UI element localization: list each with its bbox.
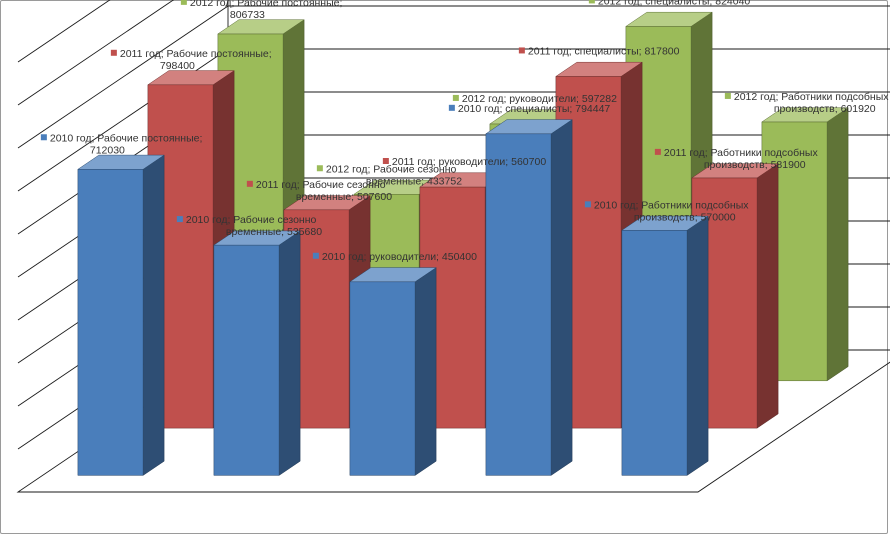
chart-bars <box>77 11 849 476</box>
bar-top-face <box>217 19 305 35</box>
data-label-0-2: 2010 год; руководители; 450400 <box>312 251 477 263</box>
bar-top-face <box>691 163 779 179</box>
bar-0-0 <box>77 154 165 476</box>
bar-top-face <box>485 119 573 135</box>
gridline-side <box>17 0 111 63</box>
legend-key-marker <box>452 94 459 101</box>
bar-top-face <box>621 215 709 231</box>
legend-key-marker <box>654 148 661 155</box>
legend-key-marker <box>312 252 319 259</box>
bar-top-face <box>213 230 301 246</box>
bar-top-face <box>147 70 235 86</box>
data-label-1-2: 2011 год; руководители; 560700 <box>382 156 546 168</box>
legend-key-marker <box>40 134 47 141</box>
bar-top-face <box>283 195 371 211</box>
data-label-text: временные; 535680 <box>226 226 322 238</box>
data-label-2-2: 2012 год; руководители; 597282 <box>452 93 617 105</box>
data-label-text: 2012 год; Рабочие сезонно <box>326 163 457 175</box>
gridline-side <box>17 5 229 149</box>
data-label-text: 2011 год; специалисты; 817800 <box>528 45 680 57</box>
data-label-text: 2010 год; специалисты; 794447 <box>458 103 611 115</box>
bar-0-2 <box>349 267 437 476</box>
bar-side-face <box>756 163 779 429</box>
data-label-2-3: 2012 год; специалисты; 824040 <box>588 0 751 7</box>
data-label-text: 2011 год; руководители; 560700 <box>392 156 546 168</box>
bar-side-face <box>826 107 849 382</box>
data-label-text: производств; 581900 <box>704 159 806 171</box>
chart-data-labels: 2012 год; Рабочие постоянные;8067332012 … <box>40 0 889 263</box>
data-label-text: 2011 год; Рабочие сезонно <box>256 179 386 191</box>
data-label-text: 2012 год; специалисты; 824040 <box>598 0 751 7</box>
data-label-text: временные; 433752 <box>366 175 462 187</box>
bar-side-face <box>278 230 301 476</box>
data-label-text: 2012 год; руководители; 597282 <box>462 93 617 105</box>
bar-0-4 <box>621 215 709 476</box>
legend-key-marker <box>588 0 595 4</box>
legend-key-marker <box>518 47 525 54</box>
legend-key-marker <box>180 0 187 5</box>
bar-0-3 <box>485 119 573 476</box>
legend-key-marker <box>316 165 323 172</box>
bar-0-1 <box>213 230 301 476</box>
bar-top-face <box>349 267 437 283</box>
bar-side-face <box>686 215 709 476</box>
data-label-0-3: 2010 год; специалисты; 794447 <box>448 103 611 115</box>
bar-front-face <box>349 281 416 476</box>
data-label-text: 2010 год; Работники подсобных <box>594 199 749 211</box>
bar-front-face <box>485 133 552 476</box>
legend-key-marker <box>724 92 731 99</box>
data-label-text: 2012 год; Рабочие постоянные; <box>190 0 343 9</box>
bar-side-face <box>414 267 437 476</box>
data-label-1-3: 2011 год; специалисты; 817800 <box>518 45 680 57</box>
legend-key-marker <box>448 104 455 111</box>
bar-top-face <box>77 154 165 170</box>
data-label-text: 2010 год; Рабочие постоянные; <box>50 132 203 144</box>
legend-key-marker <box>382 157 389 164</box>
bar-front-face <box>77 169 144 476</box>
bar-top-face <box>625 11 713 27</box>
bar-top-face <box>761 107 849 123</box>
data-label-2-4: 2012 год; Работники подсобныхпроизводств… <box>724 91 889 115</box>
data-label-0-0: 2010 год; Рабочие постоянные;712030 <box>40 132 203 156</box>
bar-side-face <box>550 119 573 476</box>
legend-key-marker <box>584 201 591 208</box>
data-label-text: 806733 <box>230 9 265 21</box>
data-label-text: 2011 год; Работники подсобных <box>664 147 819 159</box>
data-label-text: 798400 <box>160 60 195 72</box>
data-label-1-4: 2011 год; Работники подсобныхпроизводств… <box>654 147 819 171</box>
data-label-text: 2010 год; Рабочие сезонно <box>186 214 317 226</box>
data-label-text: производств; 570000 <box>634 211 736 223</box>
bar-front-face <box>621 230 688 476</box>
data-label-text: 712030 <box>90 144 125 156</box>
data-label-1-0: 2011 год; Рабочие постоянные;798400 <box>110 48 272 72</box>
legend-key-marker <box>176 216 183 223</box>
bar-top-face <box>555 61 643 77</box>
data-label-text: производств; 601920 <box>774 103 876 115</box>
gridline-side <box>17 0 175 106</box>
data-label-2-0: 2012 год; Рабочие постоянные;806733 <box>180 0 343 21</box>
data-label-0-4: 2010 год; Работники подсобныхпроизводств… <box>584 199 749 223</box>
data-label-text: временные; 507600 <box>296 191 392 203</box>
legend-key-marker <box>110 49 117 56</box>
legend-key-marker <box>246 180 253 187</box>
data-label-text: 2012 год; Работники подсобных <box>734 91 889 103</box>
bar-side-face <box>142 154 165 476</box>
data-label-text: 2011 год; Рабочие постоянные; <box>120 48 272 60</box>
data-label-text: 2010 год; руководители; 450400 <box>322 251 477 263</box>
bar-front-face <box>213 244 280 476</box>
